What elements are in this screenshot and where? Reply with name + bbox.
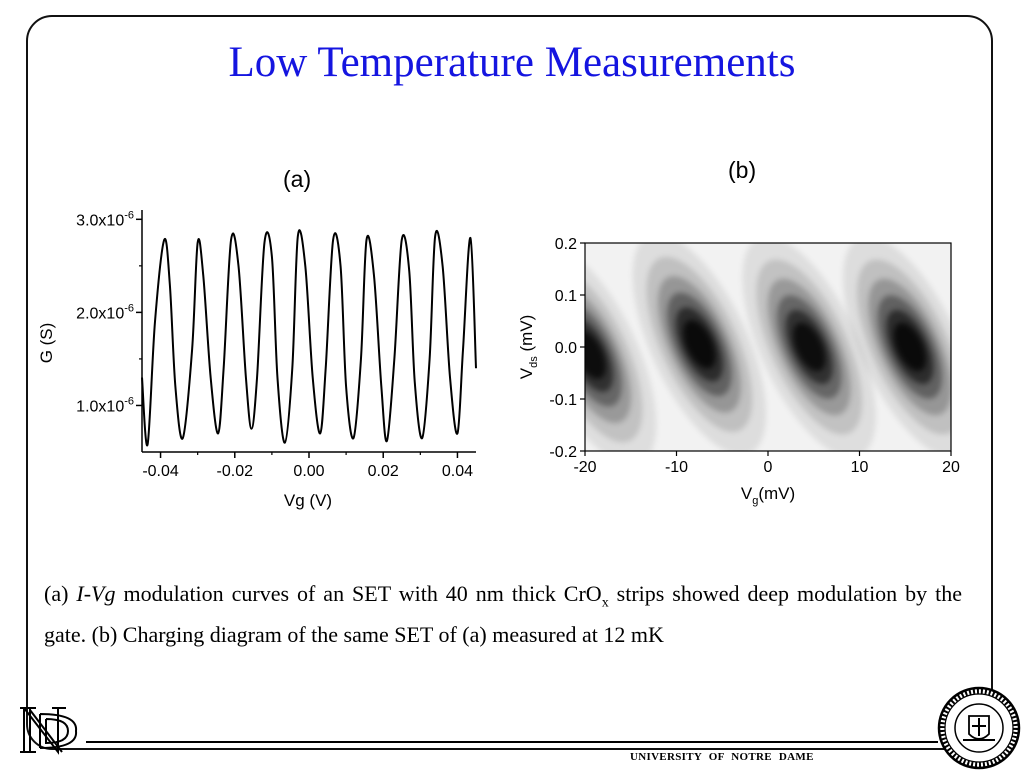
y-axis-label: Vds (mV) xyxy=(517,315,540,380)
x-tick-label: -20 xyxy=(573,459,596,476)
conductance-series-line xyxy=(141,229,477,447)
university-seal xyxy=(937,686,1021,770)
y-tick-label: -0.1 xyxy=(549,392,577,409)
y-tick-label: 3.0x10-6 xyxy=(76,209,134,229)
x-tick-label: 0 xyxy=(764,459,773,476)
chart-a: -0.04 -0.02 0.00 0.02 0.04 1.0x10-6 2.0x10-6 3.… xyxy=(37,209,477,510)
x-tick-label: -0.04 xyxy=(142,463,179,480)
y-tick-label: 0.1 xyxy=(555,288,577,305)
y-tick-label: 2.0x10-6 xyxy=(76,302,134,322)
heatmap-dark-spot xyxy=(742,243,876,451)
x-tick-label: 20 xyxy=(942,459,960,476)
y-tick-label: 0.2 xyxy=(555,236,577,253)
heatmap-dark-spot xyxy=(843,243,951,451)
x-tick-label: 10 xyxy=(851,459,869,476)
x-tick-label: 0.04 xyxy=(442,463,473,480)
x-axis-label: Vg(mV) xyxy=(741,484,795,507)
heatmap-dark-spot xyxy=(585,244,657,451)
x-tick-label: -0.02 xyxy=(217,463,254,480)
panel-label-b: (b) xyxy=(728,157,757,183)
y-tick-label: 1.0x10-6 xyxy=(76,395,134,415)
y-axis-label: G (S) xyxy=(37,323,56,364)
x-tick-label: 0.02 xyxy=(368,463,399,480)
panel-label-a: (a) xyxy=(283,166,312,192)
slide-title: Low Temperature Measurements xyxy=(228,39,796,86)
footer-rule xyxy=(86,741,938,743)
x-tick-label: -10 xyxy=(665,459,688,476)
chart-b: -20 -10 0 10 20 -0.2 -0.1 0.0 0.1 0.2 Vg(mV) Vds … xyxy=(517,236,960,507)
nd-monogram-logo xyxy=(20,707,78,755)
y-tick-label: -0.2 xyxy=(549,444,577,461)
x-tick-label: 0.00 xyxy=(293,463,324,480)
x-axis-label: Vg (V) xyxy=(284,491,332,510)
heatmap-dark-spot xyxy=(632,243,767,451)
footer-university-name: UNIVERSITY OF NOTRE DAME xyxy=(630,751,814,763)
y-tick-label: 0.0 xyxy=(555,340,577,357)
figure-caption: (a) I-Vg modulation curves of an SET wit… xyxy=(44,581,962,648)
